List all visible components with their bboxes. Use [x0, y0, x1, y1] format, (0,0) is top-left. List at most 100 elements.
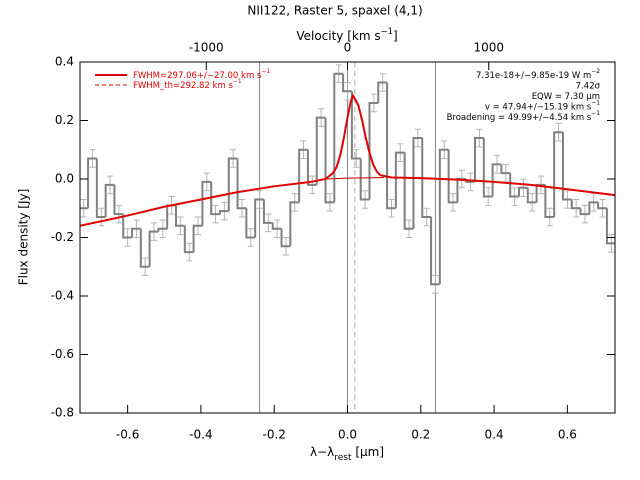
step-bin	[447, 149, 458, 204]
x-tick-label: 0.6	[558, 428, 577, 442]
step-bin	[377, 81, 388, 103]
annotation: 7.42σ	[576, 81, 601, 91]
step-bin	[474, 137, 484, 182]
step-bin	[553, 131, 563, 218]
y-tick-label: 0.2	[55, 113, 74, 127]
step-bin	[359, 158, 370, 201]
x2-tick-label: 0	[344, 41, 352, 55]
step-bin	[315, 116, 326, 185]
annotation: Broadening = 49.99+/−4.54 km s−1	[447, 110, 601, 123]
x-tick-label: 0.0	[338, 428, 357, 442]
step-bin	[605, 208, 615, 245]
text-part: 7.42σ	[576, 81, 601, 91]
x2-tick-label: -1000	[189, 41, 224, 55]
step-bin	[333, 72, 344, 203]
step-bin	[526, 187, 537, 204]
step-bin	[254, 198, 264, 238]
text-part: −1	[381, 26, 393, 36]
x-axis-label: λ−λrest [μm]	[310, 445, 384, 463]
step-bin	[157, 227, 168, 232]
step-bin	[280, 228, 291, 248]
step-bin	[183, 225, 194, 254]
step-bin	[87, 157, 97, 209]
step-bin	[350, 91, 361, 160]
step-bin	[201, 180, 212, 226]
step-bin	[175, 205, 185, 227]
step-bin	[394, 151, 405, 209]
step-bin	[412, 137, 423, 229]
step-bin	[482, 138, 493, 198]
x2-tick-label: 1000	[473, 41, 504, 55]
legend-label: FWHM_th=292.82 km s−1	[133, 78, 242, 91]
step-bin	[324, 117, 335, 204]
step-bin	[561, 132, 572, 201]
text-part: −1	[233, 78, 242, 85]
text-part: FWHM_th=292.82 km s	[133, 81, 233, 91]
plot-area	[80, 62, 615, 413]
text-part: EQW = 7.30 μm	[532, 92, 600, 102]
text-part: [μm]	[352, 445, 385, 459]
step-bin	[597, 202, 607, 210]
x-tick-label: -0.2	[263, 428, 286, 442]
step-bin	[570, 199, 581, 210]
step-bin	[500, 164, 511, 175]
y-tick-label: 0.0	[55, 172, 74, 186]
text-part: −1	[591, 110, 600, 117]
y-axis-label: Flux density [Jy]	[17, 189, 31, 286]
legend-label: FWHM=297.06+/−27.00 km s−1	[133, 68, 270, 81]
annotation: v = 47.94+/−15.19 km s−1	[485, 100, 600, 113]
x-tick-label: 0.4	[485, 428, 504, 442]
step-bin	[192, 224, 203, 253]
text-part: −1	[261, 68, 270, 75]
x-tick-label: 0.2	[411, 428, 430, 442]
step-bin	[298, 148, 308, 203]
step-bin	[95, 158, 106, 219]
text-part: Broadening = 49.99+/−4.54 km s	[447, 113, 592, 123]
text-part: v = 47.94+/−15.19 km s	[485, 102, 592, 112]
step-bin	[386, 82, 396, 210]
step-bin	[131, 227, 141, 238]
step-bin	[438, 148, 449, 285]
step-bin	[122, 214, 133, 239]
step-bin	[262, 199, 273, 224]
text-part: FWHM=297.06+/−27.00 km s	[133, 71, 262, 81]
step-bin	[588, 201, 599, 215]
step-bin	[236, 158, 247, 210]
baseline-line	[325, 177, 385, 180]
step-bin	[579, 208, 590, 216]
step-bin	[218, 210, 229, 215]
text-part: Velocity [km s	[296, 29, 380, 43]
annotation: 7.31e-18+/−9.85e-19 W m−2	[476, 68, 600, 81]
text-part: λ−λ	[310, 445, 334, 459]
step-bin	[245, 208, 256, 239]
step-bin	[491, 163, 502, 197]
y-tick-label: -0.8	[51, 406, 74, 420]
step-bin	[148, 230, 159, 267]
step-bin	[139, 228, 150, 268]
text-part: 7.31e-18+/−9.85e-19 W m	[476, 71, 591, 81]
step-bin	[421, 138, 432, 219]
step-bin	[104, 183, 115, 218]
step-bin	[509, 173, 519, 198]
step-bin	[544, 184, 555, 219]
text-part: −2	[591, 68, 600, 75]
y-tick-label: -0.6	[51, 347, 74, 361]
step-bin	[210, 181, 220, 216]
x2-axis-label: Velocity [km s−1]	[296, 26, 397, 43]
chart-title: NII122, Raster 5, spaxel (4,1)	[247, 4, 422, 18]
text-part: ]	[393, 29, 398, 43]
step-bin	[517, 186, 528, 197]
text-part: −1	[591, 100, 600, 107]
text-part: rest	[334, 453, 352, 463]
annotation: EQW = 7.30 μm	[532, 92, 600, 102]
step-bin	[306, 149, 317, 186]
step-bin	[271, 222, 282, 230]
y-tick-label: -0.2	[51, 230, 74, 244]
x-tick-label: -0.4	[189, 428, 212, 442]
step-bin	[368, 101, 379, 200]
y-tick-label: -0.4	[51, 289, 74, 303]
x-tick-label: -0.6	[116, 428, 139, 442]
step-bin	[430, 217, 440, 286]
step-bin	[113, 184, 124, 216]
